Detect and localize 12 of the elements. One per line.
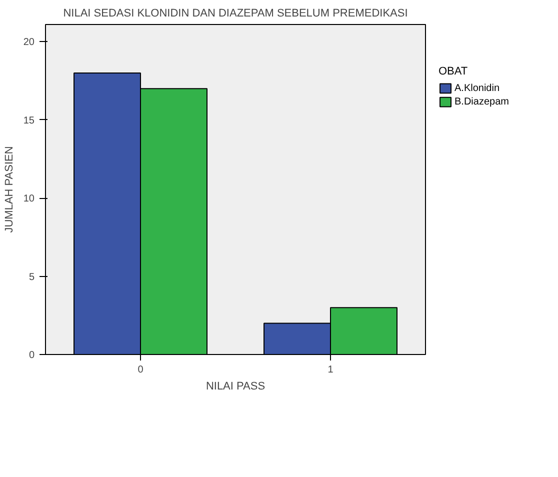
y-tick-label: 15 [23,115,35,126]
legend-label: B.Diazepam [454,96,509,108]
y-tick-label: 5 [28,272,35,283]
y-tick-label: 0 [28,350,35,361]
y-tick-label: 10 [23,194,35,205]
x-tick-label: 1 [328,364,334,376]
chart-title: NILAI SEDASI KLONIDIN DAN DIAZEPAM SEBELUM PREMEDIKASI [63,8,408,20]
y-axis-title: JUMLAH PASIEN [3,146,16,233]
legend-label: A.Klonidin [454,82,500,94]
y-tick-label: 20 [23,37,35,48]
legend-title: OBAT [438,65,468,78]
x-axis-title: NILAI PASS [206,380,266,392]
